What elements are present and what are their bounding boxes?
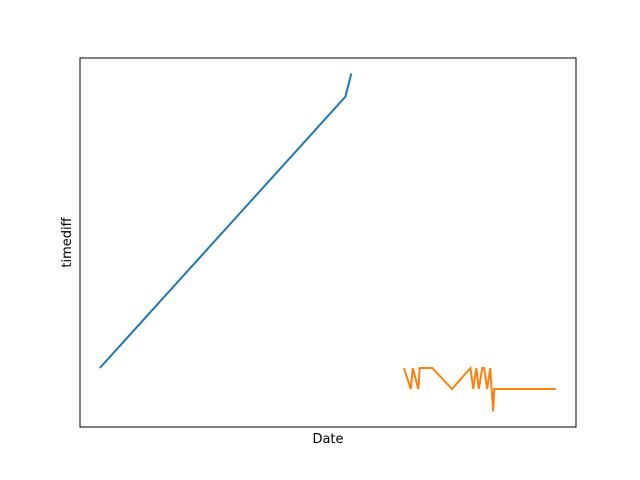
series-layer [99, 73, 556, 412]
series-line-1 [99, 73, 353, 369]
x-axis-label: Date [312, 432, 343, 447]
y-axis-label: timediff [60, 216, 75, 267]
plot-frame [79, 57, 577, 428]
series-line-2 [402, 365, 556, 412]
plot-area [80, 58, 576, 427]
